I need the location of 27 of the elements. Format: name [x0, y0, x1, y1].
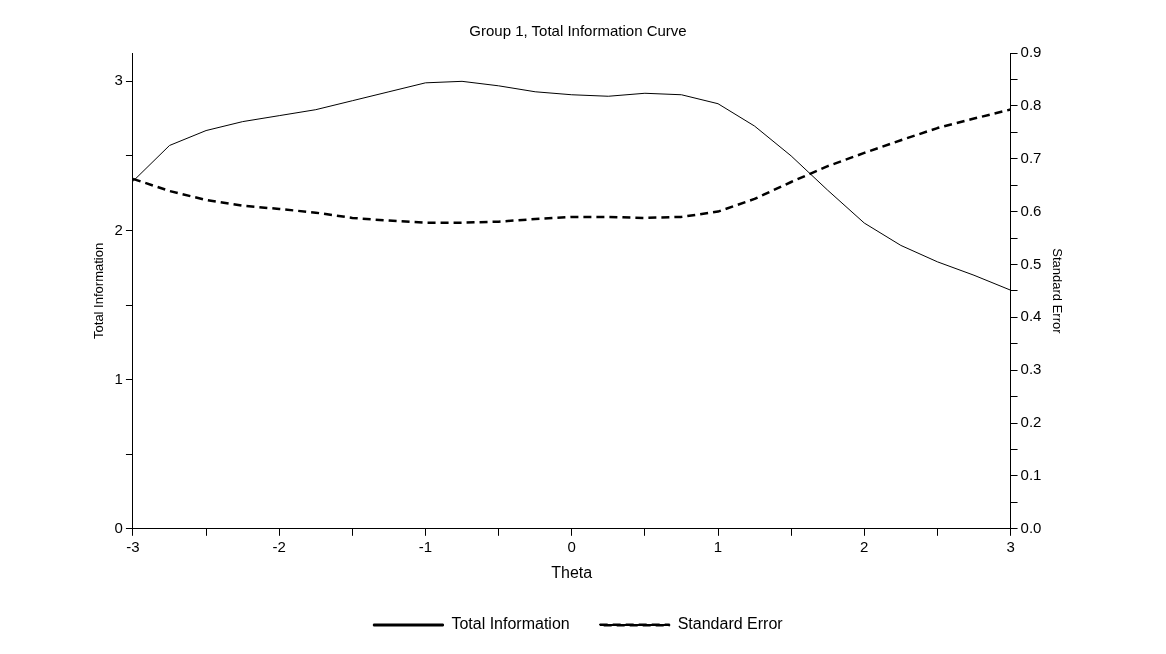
y2-tick-label: 0.1: [1020, 466, 1042, 484]
y-tick-label: 0: [114, 518, 123, 536]
legend-label: Total Information: [451, 615, 570, 633]
x-axis-title: Theta: [551, 563, 593, 581]
y-tick-label: 3: [114, 71, 123, 89]
y-tick-label: 1: [114, 369, 123, 387]
y2-tick-label: 0.7: [1020, 148, 1042, 166]
y2-tick-label: 0.2: [1020, 413, 1042, 431]
y2-tick-label: 0.6: [1020, 201, 1042, 219]
x-tick-label: 0: [567, 537, 576, 555]
y2-tick-label: 0.0: [1020, 518, 1042, 536]
y2-tick-label: 0.5: [1020, 254, 1042, 272]
x-tick-label: 3: [1006, 537, 1015, 555]
y2-tick-label: 0.4: [1020, 307, 1042, 325]
y-axis-title: Total Information: [91, 242, 107, 339]
x-tick-label: -1: [418, 537, 433, 555]
legend-label: Standard Error: [677, 615, 784, 633]
y2-tick-label: 0.9: [1020, 43, 1042, 61]
y-tick-label: 2: [114, 220, 123, 238]
y2-axis-title: Standard Error: [1049, 248, 1065, 335]
chart-title: Group 1, Total Information Curve: [469, 22, 687, 40]
x-tick-label: 1: [713, 537, 723, 555]
x-tick-label: -3: [126, 537, 140, 555]
y2-tick-label: 0.3: [1020, 360, 1042, 378]
x-tick-label: 2: [860, 537, 869, 555]
y2-tick-label: 0.8: [1020, 96, 1042, 114]
x-tick-label: -2: [272, 537, 286, 555]
